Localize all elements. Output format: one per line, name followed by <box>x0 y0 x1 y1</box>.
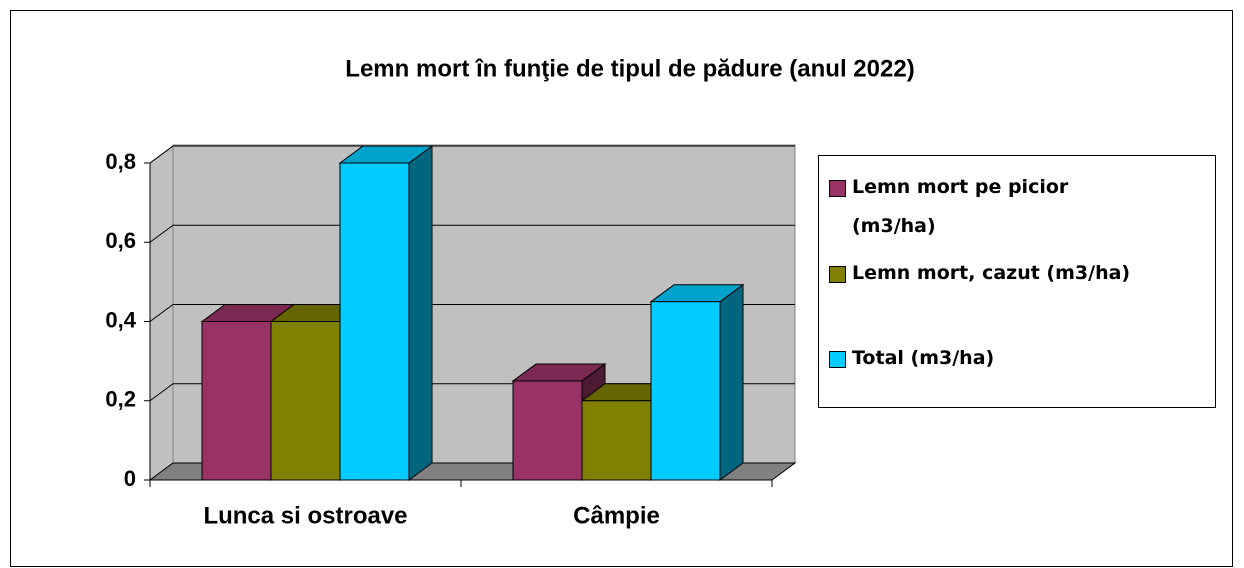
legend-entry: Lemn mort, cazut (m3/ha) <box>829 254 1130 293</box>
y-tick-label: 0 <box>124 466 136 491</box>
legend-label: Total (m3/ha) <box>852 347 995 369</box>
legend-swatch <box>829 180 846 197</box>
legend: Lemn mort pe picior (m3/ha) Lemn mort, ca… <box>818 155 1216 408</box>
legend-label: Lemn mort pe picior (m3/ha) <box>852 176 1069 237</box>
bar <box>201 321 272 481</box>
y-tick-label: 0,2 <box>105 387 136 412</box>
bar <box>270 321 341 481</box>
legend-swatch <box>829 351 846 368</box>
x-tick-label: Câmpie <box>573 502 660 529</box>
bar-side <box>719 283 744 481</box>
chart-title: Lemn mort în funţie de tipul de pădure (… <box>345 55 914 82</box>
legend-entry: Total (m3/ha) <box>829 339 994 378</box>
legend-entry: Lemn mort pe picior (m3/ha) <box>829 168 1152 246</box>
bar-side <box>408 145 433 481</box>
bar <box>581 400 652 481</box>
x-tick-label: Lunca si ostroave <box>203 502 407 529</box>
grid-line <box>149 224 795 243</box>
legend-label: Lemn mort, cazut (m3/ha) <box>852 262 1131 284</box>
bar <box>339 162 410 481</box>
y-tick-label: 0,4 <box>105 307 136 332</box>
grid-line <box>149 304 795 322</box>
y-tick-label: 0,6 <box>105 228 136 253</box>
legend-swatch <box>829 266 846 283</box>
y-tick-label: 0,8 <box>105 149 136 174</box>
grid-line <box>149 145 795 164</box>
bar <box>650 301 721 481</box>
bar <box>512 380 583 481</box>
